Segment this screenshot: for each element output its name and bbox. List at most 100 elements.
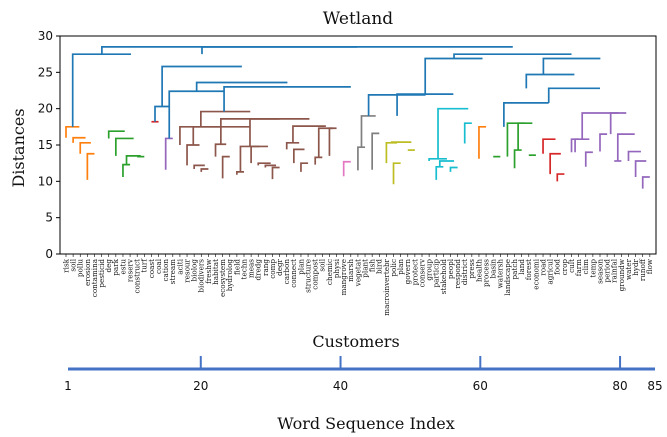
leaf-label: hydrolog (225, 259, 234, 292)
y-tick-label: 15 (38, 138, 53, 152)
leaf-label: vegetat (353, 259, 362, 287)
dendrogram-link (438, 160, 455, 167)
dendrogram-link (556, 173, 565, 182)
dendrogram-link (107, 130, 125, 139)
leaf-label: contamina (90, 258, 99, 297)
leaf-label: temp (588, 259, 597, 278)
leaf-label: landscape (503, 259, 512, 296)
dendrogram-link (542, 57, 601, 75)
cluster (385, 141, 415, 185)
dendrogram-link (357, 146, 366, 171)
leaf-label: economi (531, 258, 540, 289)
dendrogram-link (271, 166, 280, 180)
dendrogram-link (506, 122, 526, 157)
leaf-label: turf (140, 258, 149, 273)
dendrogram-link (292, 125, 326, 143)
dendrogram-link (424, 57, 483, 95)
dendrogram-link (101, 46, 358, 55)
cluster (65, 125, 95, 180)
dendrogram-link (463, 122, 472, 144)
leaf-label: food (553, 259, 562, 275)
leaf-label: stream (168, 259, 177, 285)
scale-axis-title: Customers (312, 332, 399, 351)
leaf-label: coast (147, 259, 156, 278)
dendrogram-link (317, 127, 333, 158)
dendrogram-link (192, 125, 251, 145)
dendrogram-link (549, 152, 561, 175)
dendrogram-link (200, 110, 251, 127)
leaf-label: group (425, 259, 434, 281)
dendrogram-link (86, 152, 95, 180)
leaf-label: polic (389, 259, 398, 277)
scale-tick-label: 80 (612, 379, 627, 393)
cluster (107, 130, 145, 177)
dendrogram-link (154, 105, 170, 122)
leaf-label: biodivers (197, 259, 206, 293)
y-axis: 0 5 10 15 20 25 30 (38, 29, 60, 261)
leaf-label: runoff (638, 258, 647, 281)
dendrogram-link (65, 125, 80, 138)
dendrogram-link (179, 125, 222, 145)
cluster (342, 160, 351, 177)
dendrogram-link (609, 112, 627, 135)
leaf-label: season (595, 259, 604, 284)
leaf-label: conserv (417, 258, 426, 287)
leaf-label: basin (489, 259, 498, 279)
y-tick-label: 0 (45, 247, 53, 261)
dendrogram-link (200, 168, 209, 172)
leaf-label: degr (275, 258, 284, 275)
leaf-label: soil (318, 258, 327, 271)
leaf-label: fish (368, 259, 377, 272)
dendrogram-link (223, 86, 351, 112)
leaf-label: aciti (175, 258, 184, 274)
dendrogram-link (220, 117, 280, 145)
leaf-label: estu (118, 259, 127, 275)
dendrogram-link (168, 90, 225, 139)
x-axis-label: Word Sequence Index (277, 414, 455, 433)
leaf-label: rang (261, 259, 270, 276)
dendrogram-link (72, 136, 86, 143)
cluster (570, 112, 650, 189)
leaf-label: respond (453, 259, 462, 289)
dendrogram-link (71, 53, 132, 127)
y-tick-label: 30 (38, 29, 53, 43)
scale-tick-label: 85 (647, 379, 662, 393)
leaf-label: period (603, 259, 612, 283)
dendrogram-link (114, 137, 134, 156)
dendrogram-link (517, 122, 533, 151)
cluster (478, 125, 487, 159)
dendrogram-link (314, 156, 323, 165)
leaf-label: agricul (546, 258, 555, 284)
dendrogram-link (503, 102, 549, 127)
dendrogram-link (542, 138, 556, 154)
leaf-label: protect (410, 259, 419, 286)
cluster (164, 137, 173, 170)
leaf-label: mangrove (339, 259, 348, 295)
dendrogram-link (574, 138, 590, 153)
dendrogram-link (478, 125, 487, 159)
leaf-label: peopl (446, 258, 455, 279)
leaf-labels: risksoilpolluerosioncontaminapesticiddeg… (61, 254, 654, 316)
scale-tick-label: 60 (473, 379, 488, 393)
leaf-label: coal (154, 258, 163, 274)
leaf-label: carbon (282, 259, 291, 285)
leaf-label: bird (375, 259, 384, 274)
leaf-label: habitat (211, 259, 220, 285)
leaf-label: reserv (125, 258, 134, 282)
leaf-label: connect (289, 259, 298, 288)
leaf-label: meas (247, 259, 256, 278)
dendrogram-link (264, 164, 277, 168)
dendrogram-link (616, 133, 635, 161)
leaf-label: dredg (254, 259, 263, 281)
leaf-label: press (467, 259, 476, 279)
dendrogram-link (249, 117, 310, 147)
dendrogram-link (122, 163, 131, 177)
dendrogram-link (236, 171, 244, 175)
dendrogram-link (392, 162, 401, 185)
leaf-label: plan (396, 259, 405, 275)
scale-tick-label: 40 (333, 379, 348, 393)
leaf-label: road (538, 259, 547, 276)
dendrogram-link (396, 93, 454, 116)
dendrogram-link (627, 150, 641, 161)
